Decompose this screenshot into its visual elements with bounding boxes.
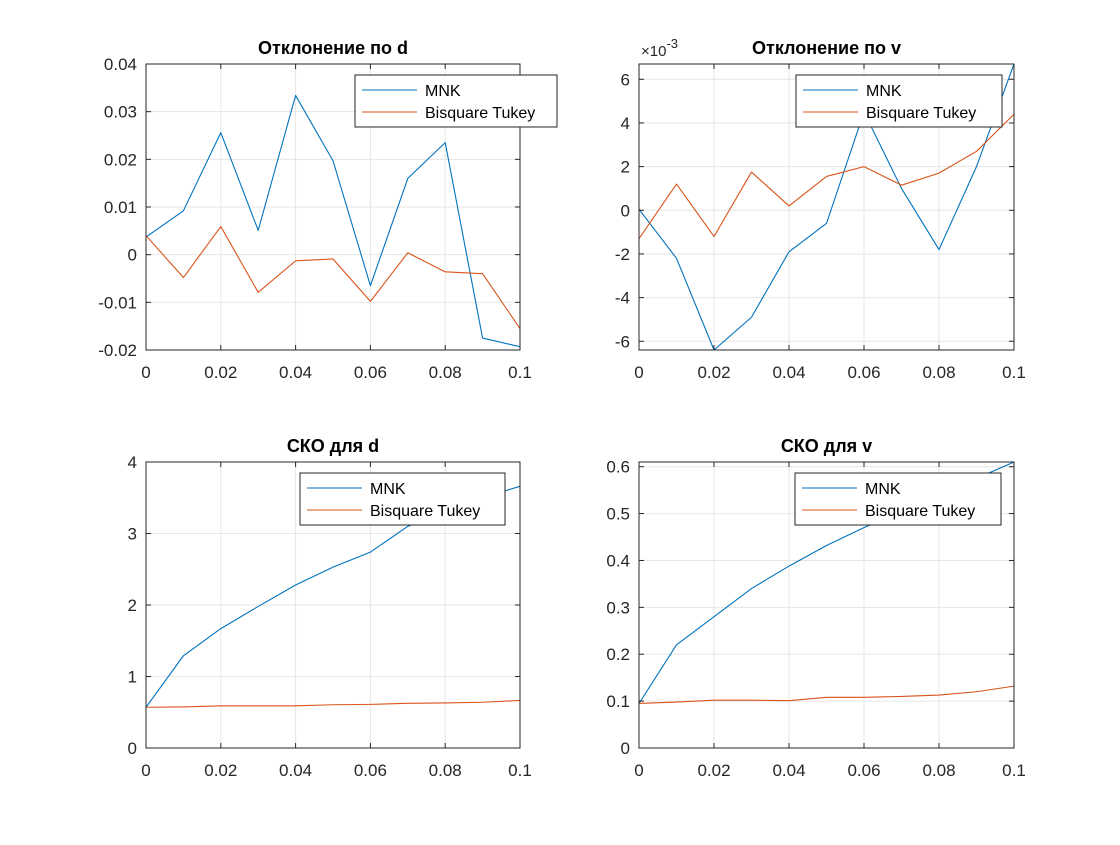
series-line-mnk (639, 64, 1014, 350)
y-tick-label: 0 (128, 739, 137, 758)
y-tick-label: 0.5 (606, 505, 630, 524)
y-tick-label: -4 (615, 289, 630, 308)
axis-exponent-power: -3 (666, 36, 678, 51)
legend-label-mnk: MNK (425, 83, 461, 100)
y-tick-label: 0 (621, 739, 630, 758)
legend-label-mnk: MNK (370, 481, 406, 498)
legend-box (794, 472, 1002, 526)
legend: MNK Bisquare Tukey (794, 472, 1002, 526)
y-tick-label: 0.3 (606, 598, 630, 617)
y-tick-label: 0.04 (104, 55, 137, 74)
subplot-3: 0 0.02 0.04 0.06 0.08 0.1 0 1 2 3 4 СКО для d MNK Bis… (128, 436, 532, 780)
chart-title: Отклонение по v (752, 38, 901, 58)
y-tick-label: 0 (128, 246, 137, 265)
y-tick-label: 0.6 (606, 458, 630, 477)
x-tick-label: 0.08 (429, 761, 462, 780)
series-line-bisquare-tukey (146, 225, 520, 329)
y-tick-label: 2 (621, 158, 630, 177)
x-tick-label: 0.1 (508, 363, 532, 382)
x-tick-label: 0.08 (922, 761, 955, 780)
legend: MNK Bisquare Tukey (354, 74, 558, 128)
x-tick-label: 0.1 (1002, 363, 1026, 382)
y-tick-label: -6 (615, 332, 630, 351)
series-line-mnk (146, 94, 520, 348)
axes-box (638, 63, 1015, 351)
y-tick-label: 0.4 (606, 551, 630, 570)
subplot-4: 0 0.02 0.04 0.06 0.08 0.1 0 0.1 0.2 0.3 0.4 0.5 0.6 С… (606, 436, 1025, 780)
x-tick-label: 0.02 (697, 363, 730, 382)
legend: MNK Bisquare Tukey (299, 472, 506, 526)
chart-title: СКО для v (781, 436, 872, 456)
x-tick-label: 0 (634, 761, 643, 780)
legend-box (795, 74, 1003, 128)
series-line-bisquare-tukey (639, 113, 1014, 239)
x-tick-label: 0 (634, 363, 643, 382)
x-tick-label: 0.06 (847, 761, 880, 780)
y-tick-label: 6 (621, 70, 630, 89)
x-tick-label: 0 (141, 363, 150, 382)
x-tick-label: 0.08 (922, 363, 955, 382)
y-tick-label: -0.02 (98, 341, 137, 360)
legend-label-bisquare-tukey: Bisquare Tukey (865, 503, 975, 520)
legend: MNK Bisquare Tukey (795, 74, 1003, 128)
x-tick-label: 0.04 (279, 363, 312, 382)
x-tick-label: 0.06 (354, 363, 387, 382)
x-tick-label: 0.08 (429, 363, 462, 382)
y-tick-label: 3 (128, 525, 137, 544)
y-tick-label: 1 (128, 668, 137, 687)
legend-box (299, 472, 506, 526)
chart-title: СКО для d (287, 436, 379, 456)
subplot-1: 0 0.02 0.04 0.06 0.08 0.1 -0.02 -0.01 0 0.01 0.02 0… (98, 38, 558, 382)
y-tick-label: 2 (128, 596, 137, 615)
legend-box (354, 74, 558, 128)
y-tick-label: 0 (621, 201, 630, 220)
x-tick-label: 0.02 (204, 761, 237, 780)
chart-title: Отклонение по d (258, 38, 408, 58)
y-tick-label: 0.03 (104, 103, 137, 122)
x-tick-label: 0.1 (1002, 761, 1026, 780)
x-tick-label: 0.04 (772, 363, 805, 382)
legend-label-mnk: MNK (866, 83, 902, 100)
y-tick-label: 4 (128, 453, 137, 472)
legend-label-bisquare-tukey: Bisquare Tukey (370, 503, 480, 520)
y-tick-label: -0.01 (98, 293, 137, 312)
y-tick-label: 0.2 (606, 645, 630, 664)
x-tick-label: 0.1 (508, 761, 532, 780)
series-line-bisquare-tukey (639, 685, 1014, 705)
legend-label-mnk: MNK (865, 481, 901, 498)
y-tick-label: 0.02 (104, 150, 137, 169)
x-tick-label: 0.02 (697, 761, 730, 780)
y-tick-label: -2 (615, 245, 630, 264)
x-tick-label: 0.04 (772, 761, 805, 780)
x-tick-label: 0.06 (354, 761, 387, 780)
series-line-bisquare-tukey (146, 699, 520, 708)
legend-label-bisquare-tukey: Bisquare Tukey (866, 105, 976, 122)
y-tick-label: 0.01 (104, 198, 137, 217)
x-tick-label: 0.02 (204, 363, 237, 382)
y-tick-label: 4 (621, 114, 630, 133)
x-tick-label: 0.04 (279, 761, 312, 780)
x-tick-label: 0.06 (847, 363, 880, 382)
axes-box (638, 461, 1015, 749)
legend-label-bisquare-tukey: Bisquare Tukey (425, 105, 535, 122)
y-tick-label: 0.1 (606, 692, 630, 711)
x-tick-label: 0 (141, 761, 150, 780)
